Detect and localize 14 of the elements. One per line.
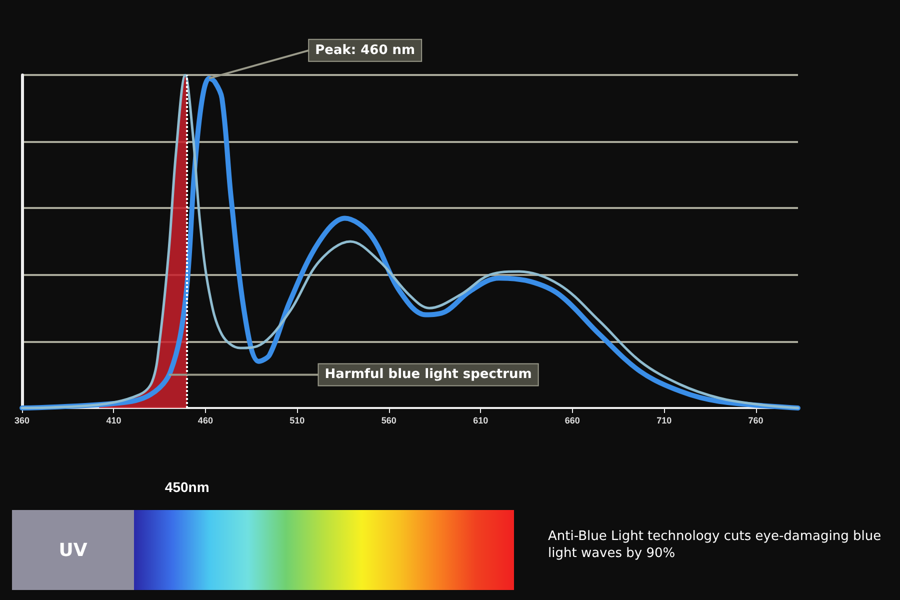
x-tick-label: 660 (564, 416, 580, 426)
x-tick-label: 510 (290, 416, 305, 426)
x-tick-label: 760 (748, 416, 764, 426)
x-tick-label: 460 (198, 416, 213, 426)
spectrum-strip: UV (12, 510, 514, 590)
annotation: Harmful blue light spectrum (324, 367, 532, 382)
x-tick-label: 610 (473, 416, 488, 426)
x-tick-label: 360 (14, 416, 30, 426)
x-tick-label: 410 (106, 416, 122, 426)
x-tick-label: 560 (381, 416, 396, 426)
annotation: Peak: 460 nm (315, 42, 416, 58)
x-tick-label: 710 (656, 416, 672, 426)
text: Anti-Blue Light technology cuts eye-damaging blue light waves by 90% (548, 528, 882, 562)
ref-line-label: 450nm (164, 479, 210, 495)
